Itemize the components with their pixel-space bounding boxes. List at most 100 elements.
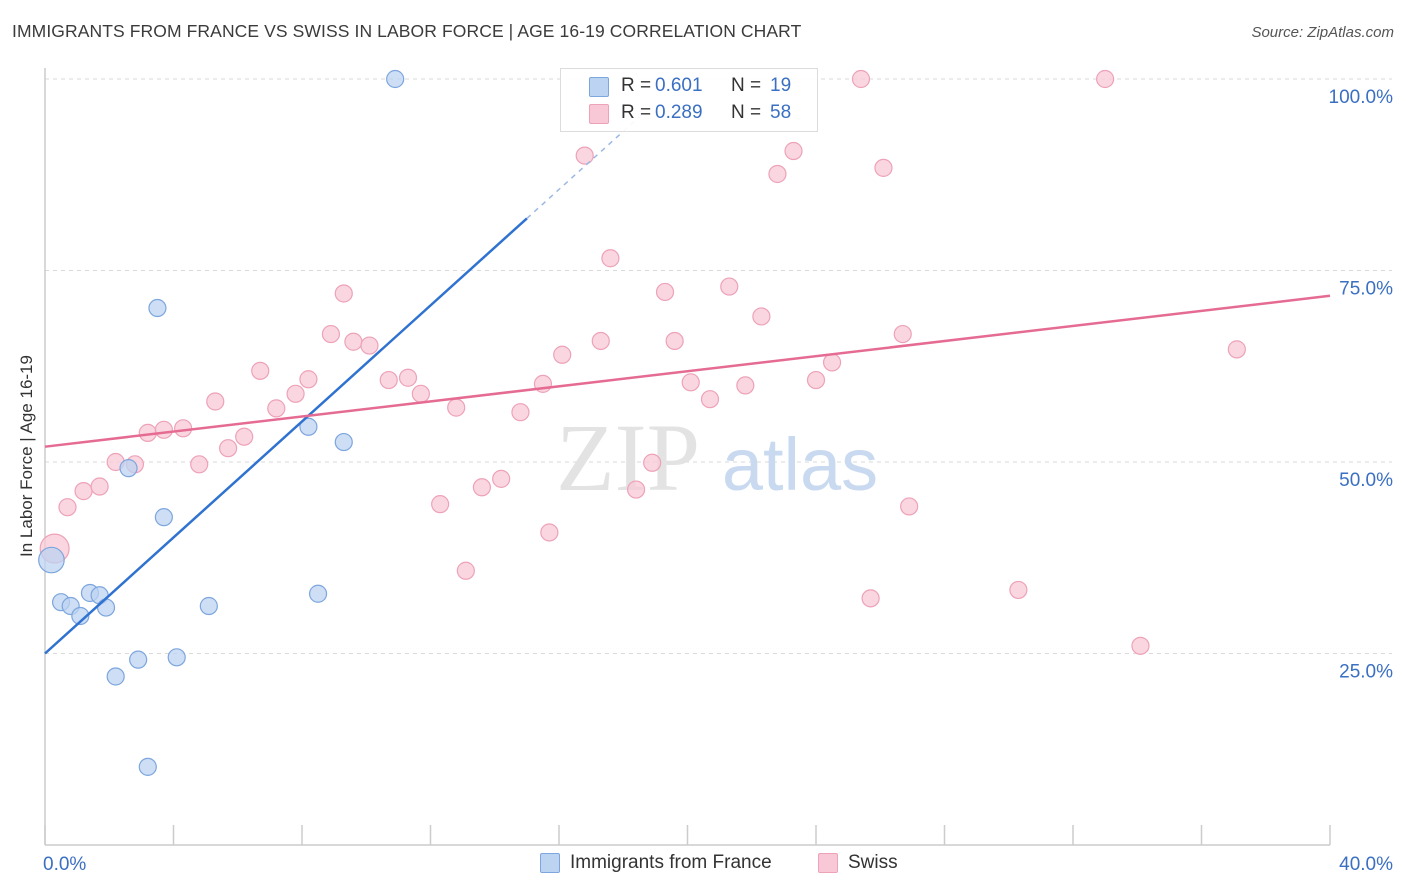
axes [44,68,1331,846]
bottom-legend-label-france: Immigrants from France [570,852,772,873]
swiss-point [456,561,475,580]
swiss-point [379,370,398,390]
swiss-point [190,455,209,474]
y-tick-label: 100.0% [1329,87,1394,108]
swiss-point [74,482,93,501]
swiss-trend-line [44,294,1331,448]
correlation-legend: R = 0.601 N = 19 R = 0.289 N = 58 [560,68,818,132]
bottom-legend-swatch-france [540,853,560,873]
swiss-point [1227,340,1246,359]
y-tick-label: 50.0% [1339,470,1393,491]
swiss-point [553,345,572,364]
swiss-point [1131,636,1150,655]
swiss-point [575,146,594,165]
swiss-point [626,480,646,499]
swiss-point [321,324,341,344]
france-point [199,596,218,616]
swiss-point [806,370,826,390]
swiss-point [784,141,803,161]
trend-lines [44,113,1331,655]
france-point [167,648,186,667]
swiss-point [472,478,491,497]
chart-title: IMMIGRANTS FROM FRANCE VS SWISS IN LABOR… [12,21,802,41]
swiss-point [655,282,675,302]
france-point [129,650,148,669]
swiss-point [752,307,771,326]
france-point [71,606,90,626]
y-axis-label: In Labor Force | Age 16-19 [17,355,36,557]
legend-n-value: 19 [770,75,792,96]
france-point [386,69,405,89]
watermark-atlas: atlas [722,423,878,506]
swiss-point [768,164,787,184]
swiss-point [511,403,530,422]
swiss-point [822,353,842,372]
swiss-point [643,453,662,472]
legend-r-label: R = [621,102,652,123]
france-trend-line [44,217,528,655]
swiss-point [360,336,379,355]
france-point [148,298,167,318]
x-tick-label: 0.0% [43,854,86,875]
legend-n-label: N = [731,102,762,123]
france-point [308,584,328,603]
source-note: Source: ZipAtlas.com [1251,24,1394,41]
swiss-point [720,277,739,296]
france-point [334,432,353,452]
bottom-legend-label-swiss: Swiss [848,852,898,873]
swiss-point [299,370,318,389]
bottom-legend-swatch-swiss [818,853,838,873]
swiss-point [334,284,353,303]
france-point [106,667,125,686]
watermark: ZIP atlas [556,404,878,511]
swiss-point [681,373,700,392]
legend-swatch-france [589,77,609,97]
legend-n-value: 58 [770,102,792,123]
swiss-point [344,332,363,351]
swiss-points [39,69,1246,655]
france-points [38,69,405,776]
swiss-point [398,368,418,387]
swiss-point [601,249,620,268]
swiss-point [736,376,755,395]
swiss-point [900,497,919,516]
swiss-point [665,331,684,351]
swiss-point [591,331,610,351]
swiss-point [174,419,193,438]
swiss-point [219,439,238,458]
swiss-point [206,392,225,411]
swiss-point [893,324,912,344]
legend-n-label: N = [731,75,762,96]
swiss-point [851,69,871,89]
legend-r-label: R = [621,75,652,96]
swiss-point [58,498,77,517]
tick-labels: 25.0% 50.0% 75.0% 100.0% 0.0% 40.0% [43,87,1393,875]
swiss-point [540,523,559,542]
legend-r-value: 0.601 [655,75,703,96]
swiss-point [874,158,893,177]
france-point [138,757,157,776]
legend-swatch-swiss [589,104,609,124]
france-point [154,508,173,527]
swiss-point [251,361,270,380]
legend-r-value: 0.289 [655,102,703,123]
swiss-point [700,390,720,409]
swiss-point [431,495,450,514]
swiss-point [492,469,511,488]
swiss-point [267,399,286,418]
swiss-point [1009,580,1028,600]
swiss-point [235,427,254,446]
watermark-zip: ZIP [556,404,700,511]
grid-lines [45,78,1392,654]
swiss-point [90,477,109,496]
swiss-point [1096,69,1115,89]
x-tick-label: 40.0% [1339,854,1393,875]
swiss-point [411,384,430,403]
y-tick-label: 25.0% [1339,662,1393,683]
france-point [96,598,116,617]
swiss-point [861,589,880,608]
france-point [38,546,65,574]
swiss-point [286,384,305,403]
france-point [119,459,138,478]
